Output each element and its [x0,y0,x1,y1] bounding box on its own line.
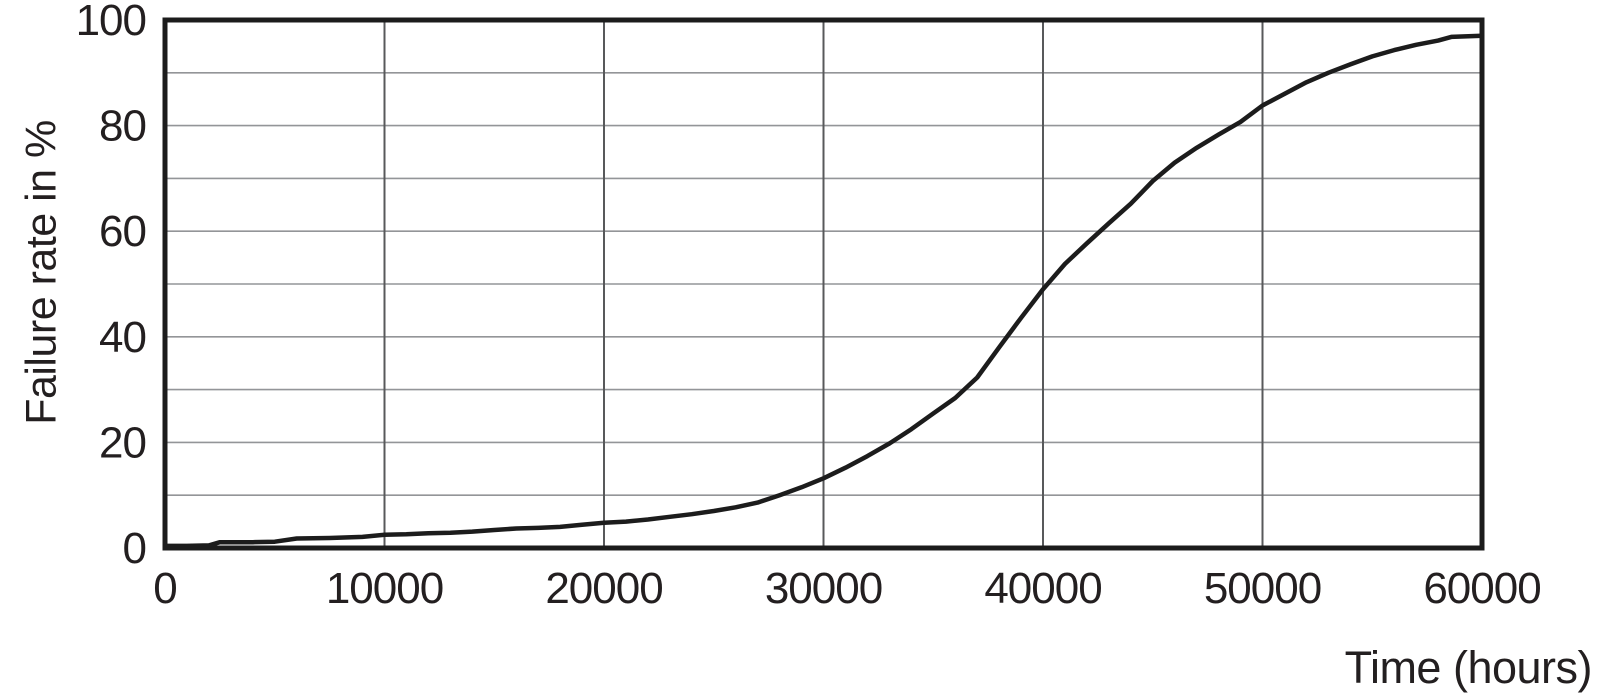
y-tick-label: 0 [123,524,146,573]
x-tick-label: 10000 [326,564,443,613]
failure-rate-curve [162,33,1485,549]
x-tick-label: 40000 [984,564,1101,613]
x-tick-label: 0 [153,564,176,613]
x-tick-label: 50000 [1204,564,1321,613]
y-tick-label: 80 [99,102,146,151]
x-tick-label: 20000 [545,564,662,613]
plot-border [162,17,1485,551]
y-tick-label: 20 [99,418,146,467]
x-axis-title: Time (hours) [1344,642,1593,693]
x-tick-label: 60000 [1423,564,1540,613]
y-tick-label: 40 [99,313,146,362]
x-tick-label: 30000 [765,564,882,613]
y-axis-title: Failure rate in % [17,120,66,425]
y-tick-label: 100 [76,0,146,45]
y-tick-label: 60 [99,207,146,256]
